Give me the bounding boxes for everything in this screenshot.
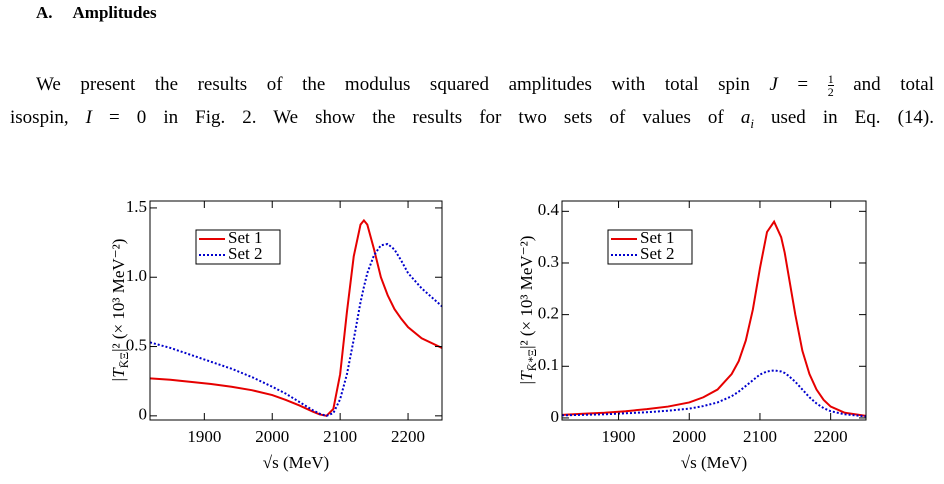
x-tick-label: 2100 [323, 427, 357, 446]
y-tick-label: 0 [551, 407, 560, 426]
y-label-subscript: K̄*Ξ [525, 349, 539, 372]
section-heading: A. Amplitudes [36, 3, 177, 23]
numerator: 1 [827, 72, 834, 86]
y-tick-label: 1.0 [126, 266, 147, 285]
section-number: A. [36, 3, 53, 22]
paragraph-line: We present the results of the modulus sq… [36, 73, 934, 98]
x-tick-label: 2000 [255, 427, 289, 446]
y-tick-label: 0.4 [538, 200, 560, 219]
y-tick-label: 0.1 [538, 355, 559, 374]
legend-label: Set 1 [640, 228, 674, 247]
x-axis-label: √s (MeV) [681, 453, 747, 472]
section-title: Amplitudes [72, 3, 157, 22]
series-line [150, 218, 442, 417]
legend-label: Set 2 [640, 244, 674, 263]
series-line [562, 369, 866, 418]
plot-frame [561, 200, 867, 421]
text: = 0 in Fig. 2. We show the results for t… [91, 107, 741, 128]
text: used in Eq. (14). [753, 107, 934, 128]
plot-frame [149, 200, 443, 421]
legend-box [607, 229, 693, 265]
text: isospin, [10, 107, 86, 128]
series-line [150, 242, 442, 417]
legend-label: Set 2 [228, 244, 262, 263]
x-axis-label: √s (MeV) [263, 453, 329, 472]
math: a [740, 107, 751, 128]
y-label-part: |² (× 10³ MeV⁻²) [109, 239, 128, 352]
legend-box [195, 229, 281, 265]
legend-label: Set 1 [228, 228, 262, 247]
y-tick-label: 0.2 [538, 304, 559, 323]
y-axis-label: |TK̄*Ξ|² (× 10³ MeV⁻²) [517, 236, 539, 386]
x-tick-label: 2100 [743, 427, 777, 446]
math-subscript: i [750, 115, 754, 131]
series-line [562, 219, 866, 417]
denominator: 2 [827, 85, 834, 99]
y-label-subscript: K̄Ξ [117, 352, 131, 369]
x-tick-label: 1900 [187, 427, 221, 446]
math: J [769, 73, 778, 95]
x-tick-label: 2200 [814, 427, 848, 446]
x-tick-label: 1900 [602, 427, 636, 446]
text: and total [833, 73, 935, 95]
text: We present the results of the modulus sq… [36, 73, 770, 95]
y-tick-label: 1.5 [126, 197, 147, 216]
y-label-part: |² (× 10³ MeV⁻²) [517, 236, 536, 349]
y-label-part: |T [109, 367, 128, 383]
y-tick-label: 0 [139, 405, 148, 424]
text: = [777, 73, 828, 95]
y-tick-label: 0.3 [538, 252, 559, 271]
math: I [85, 107, 92, 128]
x-tick-label: 2000 [672, 427, 706, 446]
paragraph-line: isospin, I = 0 in Fig. 2. We show the re… [10, 107, 934, 132]
x-tick-label: 2200 [391, 427, 425, 446]
y-tick-label: 0.5 [126, 335, 147, 354]
y-axis-label: |TK̄Ξ|² (× 10³ MeV⁻²) [109, 239, 131, 383]
y-label-part: |T [517, 370, 536, 386]
